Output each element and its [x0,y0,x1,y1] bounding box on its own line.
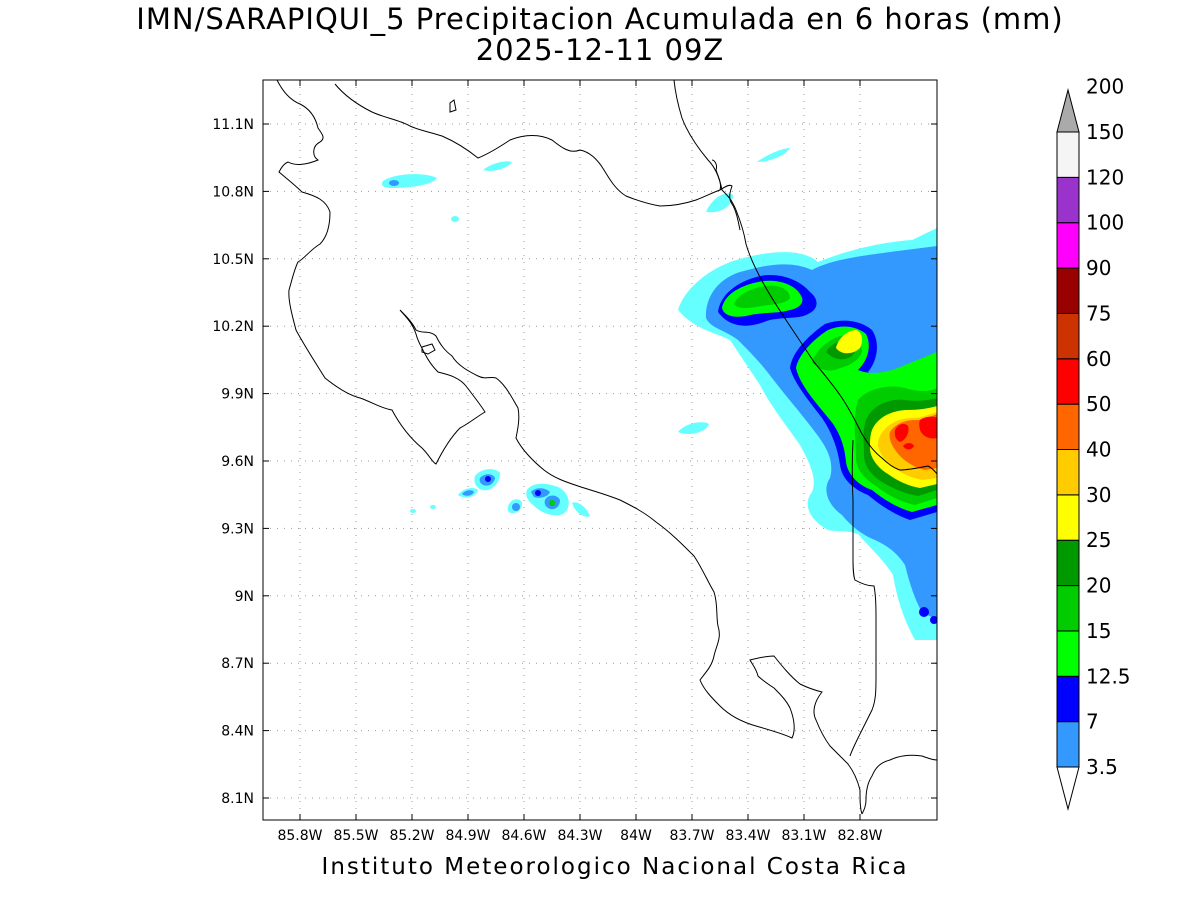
precip-band [903,443,914,450]
colorbar-label: 3.5 [1086,755,1118,779]
colorbar-box [1056,630,1080,677]
lon-tick-label: 84.9W [445,828,490,844]
map-axes: 85.8W 85.5W 85.2W 84.9W 84.6W 84.3W 84W 83.7W 83… [212,80,937,844]
colorbar-box [1056,358,1080,405]
pacific-coastline [276,80,863,815]
lat-tick-label: 10.8N [212,184,254,200]
precip-cell [919,607,929,617]
colorbar-box [1056,131,1080,178]
precip-cell [483,161,512,171]
lon-tick-label: 82.8W [837,828,882,844]
colorbar-label: 90 [1086,256,1111,280]
lon-tick-label: 85.2W [389,828,434,844]
precip-cell [757,148,790,162]
lat-tick-label: 9.9N [221,387,254,403]
colorbar-box [1056,449,1080,496]
lon-tick-label: 84.3W [557,828,602,844]
caribbean-coastline [673,80,937,475]
colorbar-label: 120 [1086,165,1124,189]
colorbar-label: 20 [1086,574,1111,598]
colorbar-box [1056,721,1080,768]
precip-cell [451,216,459,222]
lon-tick-label: 85.8W [277,828,322,844]
island [449,99,457,113]
lat-tick-label: 8.7N [221,656,254,672]
lon-tick-label: 83.1W [781,828,826,844]
colorbar-lower-arrow [1056,766,1080,811]
lon-tick-label: 85.5W [333,828,378,844]
lon-tick-label: 84.6W [501,828,546,844]
lat-tick-label: 10.5N [212,252,254,268]
colorbar-box [1056,494,1080,541]
island [421,343,436,355]
border-line [719,184,741,231]
colorbar-label: 75 [1086,301,1111,325]
colorbar-label: 40 [1086,438,1111,462]
map-footer: Instituto Meteorologico Nacional Costa R… [321,854,909,880]
colorbar-box [1056,222,1080,269]
precip-cell [410,509,416,513]
precip-band [894,423,909,442]
colorbar: 3.5 7 12.5 15 20 25 30 40 50 60 75 90 100 120 150 200 [1056,75,1131,811]
precip-band [705,246,937,620]
precip-cell [462,490,474,496]
precip-cell [389,180,399,186]
lat-tick-label: 8.1N [221,791,254,807]
precip-cell [678,422,709,435]
lat-tick-label: 9.3N [221,521,254,537]
pacific-coastline [861,754,937,815]
precip-cell [706,193,733,213]
lat-tick-label: 11.1N [212,117,254,133]
colorbar-label: 12.5 [1086,664,1131,688]
colorbar-box [1056,403,1080,450]
colorbar-label: 60 [1086,347,1111,371]
colorbar-label: 25 [1086,528,1111,552]
precip-cell [549,500,555,506]
colorbar-upper-arrow [1056,88,1080,133]
precip-cell [512,503,520,511]
colorbar-label: 30 [1086,483,1111,507]
graticule [263,80,937,820]
colorbar-box [1056,585,1080,632]
colorbar-label: 200 [1086,75,1124,99]
map-title: IMN/SARAPIQUI_5 Precipitacion Acumulada … [136,2,1064,36]
precip-cell [572,502,590,517]
colorbar-box [1056,267,1080,314]
precip-band [836,330,863,354]
precip-cell [930,616,937,624]
colorbar-label: 150 [1086,120,1124,144]
precip-cell [535,490,541,496]
lat-tick-label: 8.4N [221,724,254,740]
precip-band [919,416,937,439]
colorbar-box [1056,176,1080,224]
lat-tick-label: 9.6N [221,454,254,470]
colorbar-box [1056,539,1080,587]
map-frame [262,79,938,821]
colorbar-box [1056,312,1080,360]
lon-tick-label: 83.7W [669,828,714,844]
lon-tick-label: 83.4W [725,828,770,844]
precip-band [734,285,790,308]
precip-cell [485,476,491,482]
panama-border [849,439,877,757]
precipitation-field [382,148,937,640]
precip-cell [430,505,436,509]
colorbar-label: 15 [1086,619,1111,643]
colorbar-label: 50 [1086,392,1111,416]
lon-tick-label: 84W [620,828,652,844]
colorbar-label: 7 [1086,710,1099,734]
nicaragua-coastline [334,83,721,207]
coastline [276,80,937,815]
lat-tick-label: 9N [235,589,254,605]
map-datetime: 2025-12-11 09Z [475,33,725,67]
colorbar-label: 100 [1086,211,1124,235]
lat-tick-label: 10.2N [212,319,254,335]
colorbar-box [1056,675,1080,723]
